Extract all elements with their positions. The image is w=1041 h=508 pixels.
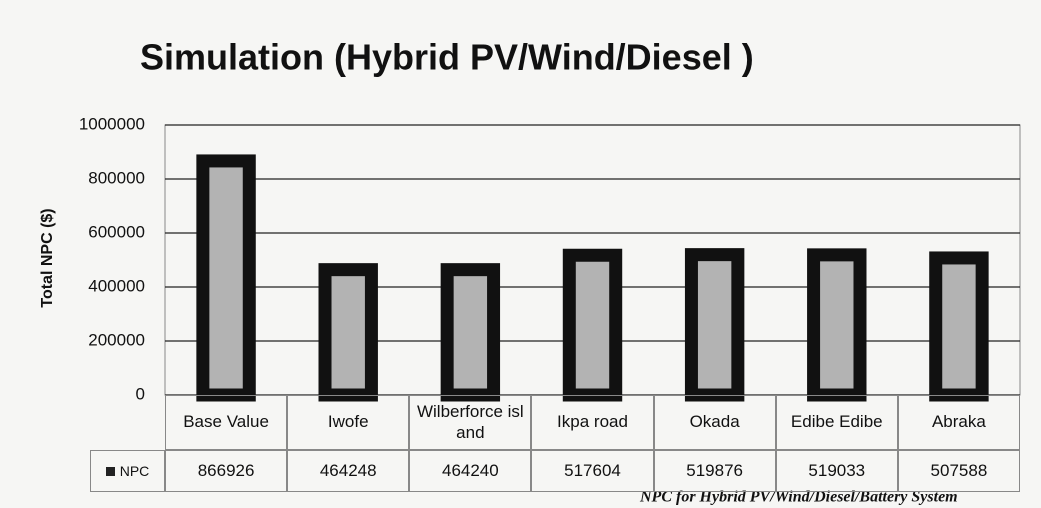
bar [929, 251, 989, 402]
y-tick-label: 600000 [88, 222, 145, 241]
y-axis-label: Total NPC ($) [39, 208, 56, 307]
y-tick-label: 800000 [88, 168, 145, 187]
value-cell: 464248 [287, 450, 410, 492]
value-cell: 464240 [409, 450, 532, 492]
legend-swatch [105, 466, 115, 476]
bar [684, 248, 745, 402]
category-cell: Okada [653, 395, 776, 450]
value-cell: 519876 [653, 450, 776, 492]
category-cell: Abraka [897, 395, 1020, 450]
category-cell: Base Value [165, 395, 288, 450]
value-cell: 866926 [165, 450, 288, 492]
bar [562, 248, 623, 402]
bar [318, 263, 378, 402]
y-tick-label: 400000 [88, 276, 145, 295]
legend-label: NPC [119, 462, 150, 479]
value-cell: 507588 [897, 450, 1020, 492]
value-cell: 519033 [775, 450, 898, 492]
category-cell: Edibe Edibe [775, 395, 898, 450]
bar [196, 154, 256, 402]
category-cell: Iwofe [287, 395, 410, 450]
y-tick-label: 0 [136, 384, 145, 403]
y-tick-label: 1000000 [79, 114, 145, 133]
category-cell: Wilberforce island [409, 395, 532, 450]
bar [440, 263, 501, 402]
value-cell: 517604 [531, 450, 654, 492]
bar [807, 248, 867, 402]
caption: NPC for Hybrid PV/Wind/Diesel/Battery Sy… [639, 489, 958, 506]
y-tick-label: 200000 [88, 330, 145, 349]
category-cell: Ikpa road [531, 395, 654, 450]
chart-title: Simulation (Hybrid PV/Wind/Diesel ) [140, 37, 754, 78]
legend-cell: NPC [90, 450, 165, 492]
